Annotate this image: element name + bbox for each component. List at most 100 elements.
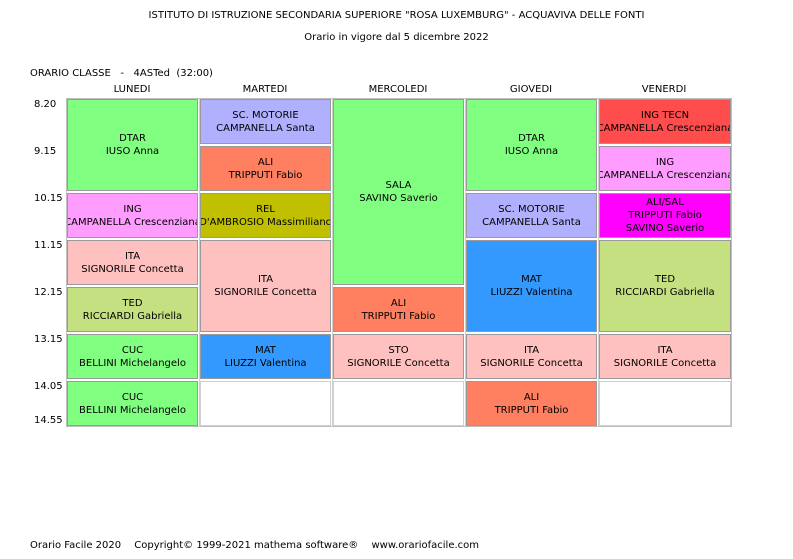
lesson-subject: REL: [256, 203, 275, 215]
lesson-teacher: SIGNORILE Concetta: [347, 357, 450, 369]
lesson-subject: MAT: [521, 274, 542, 285]
lesson-subject: ITA: [124, 250, 141, 262]
lesson-subject: CUC: [121, 391, 144, 403]
empty-slot[interactable]: [333, 381, 464, 426]
time-label: 11.15: [34, 240, 63, 251]
lesson-teacher: TRIPPUTI Fabio: [494, 404, 569, 416]
lesson-teacher: BELLINI Michelangelo: [79, 357, 186, 369]
time-label: 9.15: [34, 146, 57, 157]
time-label: 13.15: [34, 334, 63, 345]
footer: Orario Facile 2020 Copyright© 1999-2021 …: [30, 540, 489, 551]
lesson-subject: ITA: [523, 344, 540, 356]
lesson-subject: ING TECN: [640, 109, 690, 121]
class-label: ORARIO CLASSE - 4ASTed (32:00): [30, 68, 213, 79]
lesson-cell[interactable]: TED RICCIARDI Gabriella: [67, 287, 198, 332]
lesson-teacher: CAMPANELLA Crescenziana: [599, 169, 731, 181]
lesson-teacher: SIGNORILE Concetta: [81, 263, 184, 275]
lesson-cell[interactable]: ALI TRIPPUTI Fabio: [466, 381, 597, 426]
lesson-teacher: IUSO Anna: [105, 146, 160, 157]
time-label: 8.20: [34, 99, 57, 110]
validity-date: Orario in vigore dal 5 dicembre 2022: [304, 32, 489, 43]
lesson-subject: ITA: [257, 274, 274, 285]
lesson-cell[interactable]: ING CAMPANELLA Crescenziana: [67, 193, 198, 238]
lesson-subject: SC. MOTORIE: [498, 203, 565, 215]
lesson-cell[interactable]: REL D'AMBROSIO Massimiliano: [200, 193, 331, 238]
lesson-cell[interactable]: SALA SAVINO Saverio: [333, 99, 464, 285]
lesson-cell[interactable]: SC. MOTORIE CAMPANELLA Santa: [466, 193, 597, 238]
lesson-cell[interactable]: ING TECN CAMPANELLA Crescenziana: [599, 99, 731, 144]
lesson-teacher: SAVINO Saverio: [359, 193, 438, 204]
lesson-subject: SC. MOTORIE: [232, 109, 299, 121]
lesson-teacher: SAVINO Saverio: [625, 223, 705, 234]
lesson-subject: ALI: [390, 297, 407, 309]
lesson-subject: DTAR: [518, 133, 545, 144]
lesson-subject: ALI: [523, 391, 540, 403]
grid-divider: [465, 98, 466, 427]
lesson-subject: CUC: [121, 344, 144, 356]
lesson-cell[interactable]: ALI TRIPPUTI Fabio: [333, 287, 464, 332]
lesson-teacher: RICCIARDI Gabriella: [615, 287, 715, 298]
lesson-subject: TED: [122, 297, 143, 309]
time-label: 14.05: [34, 381, 63, 392]
lesson-teacher: CAMPANELLA Santa: [216, 122, 315, 134]
lesson-subject: MAT: [255, 344, 276, 356]
lesson-teacher: TRIPPUTI Fabio: [628, 210, 702, 221]
lesson-teacher: CAMPANELLA Santa: [482, 216, 581, 228]
lesson-cell[interactable]: TED RICCIARDI Gabriella: [599, 240, 731, 332]
lesson-teacher: SIGNORILE Concetta: [214, 287, 317, 298]
lesson-teacher: TRIPPUTI Fabio: [228, 169, 303, 181]
lesson-teacher: D'AMBROSIO Massimiliano: [200, 216, 331, 228]
time-label: 14.55: [34, 415, 63, 426]
lesson-cell[interactable]: ING CAMPANELLA Crescenziana: [599, 146, 731, 191]
empty-slot[interactable]: [200, 381, 331, 426]
lesson-cell[interactable]: ITA SIGNORILE Concetta: [599, 334, 731, 379]
lesson-cell[interactable]: ITA SIGNORILE Concetta: [67, 240, 198, 285]
lesson-cell[interactable]: CUC BELLINI Michelangelo: [67, 381, 198, 426]
lesson-teacher: SIGNORILE Concetta: [613, 357, 717, 369]
time-label: 10.15: [34, 193, 63, 204]
lesson-teacher: BELLINI Michelangelo: [79, 404, 186, 416]
grid-divider: [598, 98, 599, 427]
lesson-subject: ITA: [657, 344, 673, 356]
lesson-teacher: IUSO Anna: [504, 146, 559, 157]
lesson-subject: ALI/SAL: [646, 197, 684, 208]
footer-site-link[interactable]: www.orariofacile.com: [371, 540, 480, 551]
lesson-teacher: RICCIARDI Gabriella: [82, 310, 183, 322]
lesson-cell[interactable]: STO SIGNORILE Concetta: [333, 334, 464, 379]
day-header-martedi: MARTEDI: [242, 84, 288, 95]
day-header-giovedi: GIOVEDI: [509, 84, 553, 95]
lesson-subject: DTAR: [119, 133, 146, 144]
lesson-cell[interactable]: SC. MOTORIE CAMPANELLA Santa: [200, 99, 331, 144]
footer-copyright: Copyright© 1999-2021 mathema software®: [134, 540, 359, 551]
footer-app: Orario Facile 2020: [30, 540, 122, 551]
lesson-subject: TED: [654, 274, 676, 285]
lesson-cell[interactable]: ALI/SAL TRIPPUTI Fabio SAVINO Saverio: [599, 193, 731, 238]
time-label: 12.15: [34, 287, 63, 298]
day-header-lunedi: LUNEDI: [113, 84, 151, 95]
lesson-subject: STO: [388, 344, 409, 356]
lesson-cell[interactable]: CUC BELLINI Michelangelo: [67, 334, 198, 379]
lesson-cell[interactable]: ALI TRIPPUTI Fabio: [200, 146, 331, 191]
lesson-teacher: SIGNORILE Concetta: [480, 357, 583, 369]
lesson-subject: ALI: [257, 156, 274, 168]
lesson-teacher: LIUZZI Valentina: [224, 357, 307, 369]
school-title: ISTITUTO DI ISTRUZIONE SECONDARIA SUPERI…: [148, 10, 645, 21]
lesson-cell[interactable]: ITA SIGNORILE Concetta: [200, 240, 331, 332]
lesson-subject: ING: [123, 203, 142, 215]
lesson-subject: SALA: [385, 180, 412, 191]
grid-divider: [332, 98, 333, 427]
empty-slot[interactable]: [599, 381, 731, 426]
lesson-cell[interactable]: DTAR IUSO Anna: [466, 99, 597, 191]
lesson-cell[interactable]: ITA SIGNORILE Concetta: [466, 334, 597, 379]
lesson-cell[interactable]: MAT LIUZZI Valentina: [200, 334, 331, 379]
lesson-cell[interactable]: MAT LIUZZI Valentina: [466, 240, 597, 332]
lesson-teacher: CAMPANELLA Crescenziana: [67, 216, 198, 228]
lesson-teacher: LIUZZI Valentina: [490, 287, 573, 298]
day-header-mercoledi: MERCOLEDI: [368, 84, 428, 95]
grid-divider: [199, 98, 200, 427]
day-header-venerdi: VENERDI: [641, 84, 687, 95]
lesson-teacher: CAMPANELLA Crescenziana: [599, 122, 731, 134]
lesson-cell[interactable]: DTAR IUSO Anna: [67, 99, 198, 191]
lesson-teacher: TRIPPUTI Fabio: [361, 310, 436, 322]
lesson-subject: ING: [655, 156, 675, 168]
